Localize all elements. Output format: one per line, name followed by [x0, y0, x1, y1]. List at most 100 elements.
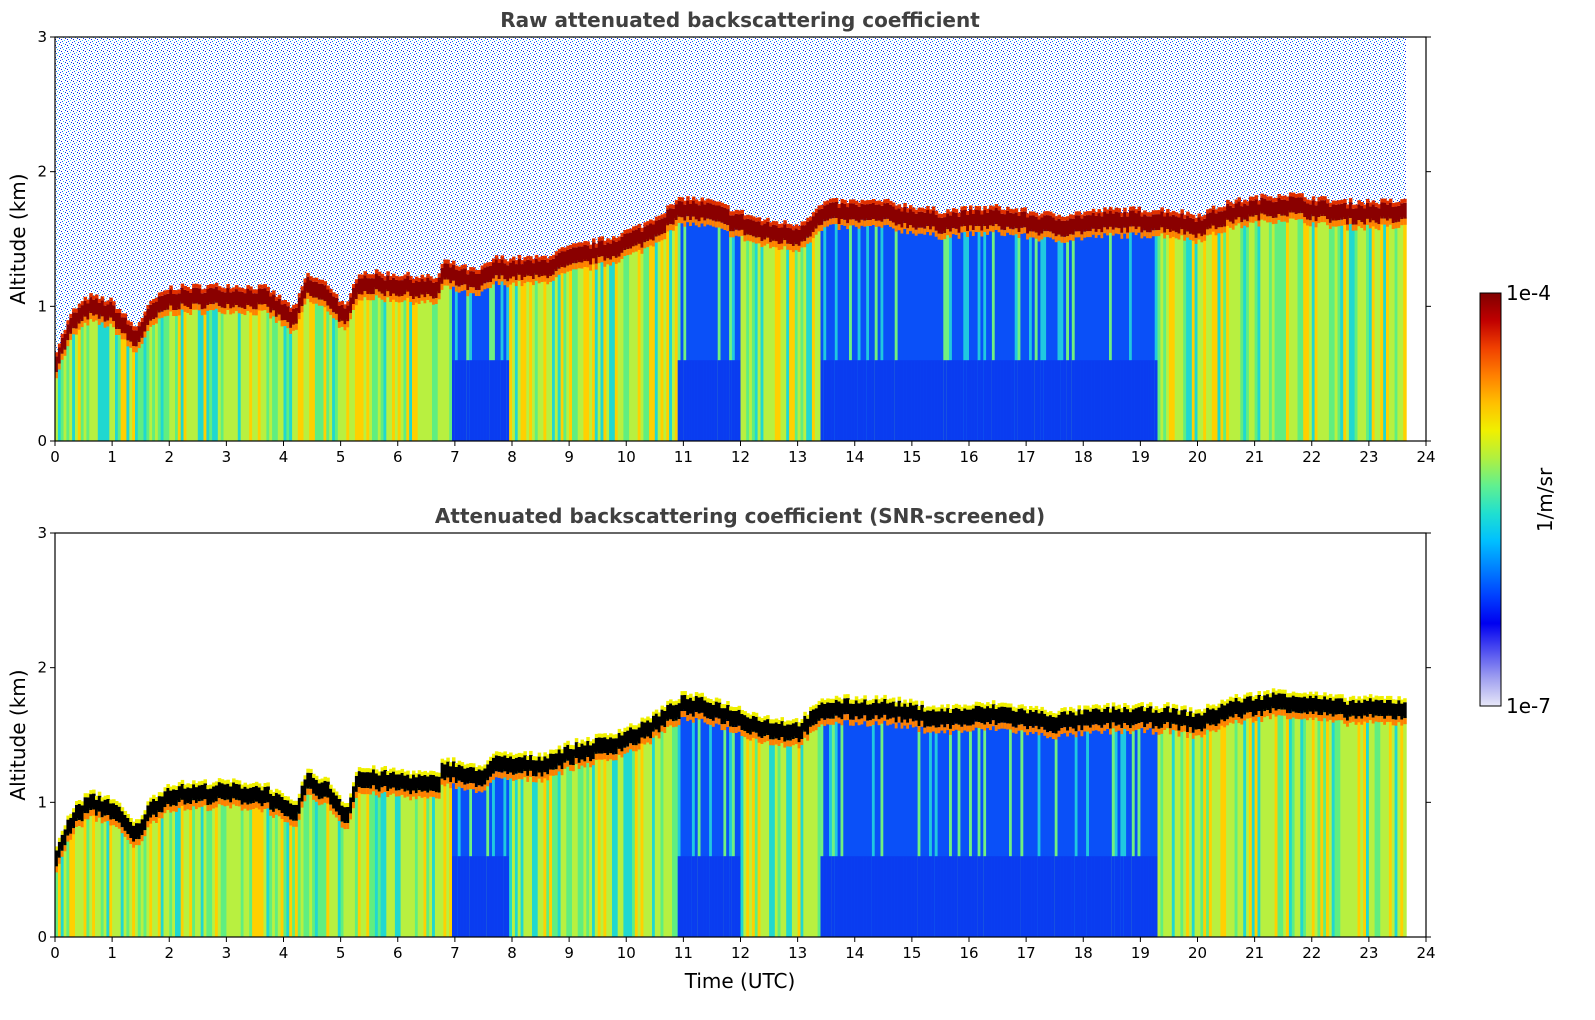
cloud-edge-cell	[560, 749, 565, 754]
cloud-layer-cell	[63, 333, 68, 350]
backscatter-column	[354, 789, 359, 937]
boundary-layer-cell	[503, 856, 507, 937]
cloud-edge-cell	[663, 727, 667, 733]
backscatter-column	[1248, 710, 1253, 937]
cloud-edge-cell	[103, 301, 108, 306]
cloud-edge-cell	[152, 794, 156, 799]
cloud-edge-cell	[69, 813, 73, 818]
boundary-layer-cell	[1037, 360, 1042, 441]
cloud-layer-cell	[1328, 697, 1333, 714]
backscatter-column	[177, 800, 182, 937]
cloud-edge-cell	[1129, 708, 1133, 713]
cloud-edge-cell	[55, 372, 59, 379]
cloud-edge-cell	[797, 722, 802, 727]
backscatter-column	[323, 794, 327, 937]
backscatter-column	[1097, 227, 1101, 441]
cloud-edge-cell	[157, 312, 162, 319]
cloud-edge-cell	[237, 307, 242, 314]
cloud-layer-cell	[360, 278, 365, 295]
cloud-edge-cell	[937, 727, 942, 734]
cloud-layer-cell	[363, 275, 367, 292]
backscatter-column	[1069, 724, 1073, 937]
cloud-edge-cell	[1311, 694, 1316, 698]
cloud-layer-cell	[1323, 200, 1327, 217]
cloud-edge-cell	[866, 700, 870, 705]
backscatter-column	[440, 281, 445, 441]
cloud-edge-cell	[837, 697, 842, 702]
cloud-layer-cell	[1197, 217, 1201, 234]
boundary-layer-cell	[1094, 360, 1099, 441]
cloud-edge-cell	[871, 199, 876, 203]
backscatter-column	[1383, 216, 1387, 441]
cloud-layer-cell	[1397, 700, 1401, 717]
cloud-edge-cell	[1231, 697, 1236, 702]
cloud-edge-cell	[1051, 213, 1056, 218]
cloud-layer-cell	[1357, 204, 1361, 221]
cloud-edge-cell	[1314, 221, 1319, 228]
cloud-layer-cell	[1306, 698, 1310, 715]
cloud-layer-cell	[997, 210, 1002, 227]
cloud-edge-cell	[329, 784, 333, 789]
cloud-edge-cell	[417, 770, 422, 775]
y-axis-label: Altitude (km)	[6, 669, 30, 800]
cloud-layer-cell	[152, 303, 156, 319]
cloud-layer-cell	[1271, 692, 1276, 709]
cloud-edge-cell	[137, 342, 142, 349]
cloud-edge-cell	[1188, 233, 1193, 240]
backscatter-column	[991, 224, 996, 441]
cloud-edge-cell	[512, 276, 516, 283]
cloud-edge-cell	[883, 714, 887, 721]
cloud-edge-cell	[797, 225, 802, 230]
backscatter-column	[132, 344, 136, 441]
cloud-edge-cell	[757, 237, 762, 244]
backscatter-column	[897, 714, 902, 937]
cloud-edge-cell	[1103, 227, 1107, 234]
cloud-edge-cell	[1080, 730, 1084, 737]
cloud-edge-cell	[697, 713, 702, 720]
cloud-edge-cell	[1317, 217, 1321, 224]
cloud-edge-cell	[286, 322, 290, 329]
cloud-edge-cell	[1297, 213, 1301, 220]
cloud-edge-cell	[694, 692, 699, 696]
backscatter-column	[646, 239, 650, 441]
cloud-edge-cell	[946, 724, 950, 731]
backscatter-column	[337, 813, 342, 937]
cloud-edge-cell	[603, 733, 607, 738]
cloud-edge-cell	[446, 259, 450, 264]
cloud-edge-cell	[292, 800, 296, 805]
cloud-layer-cell	[449, 267, 453, 284]
cloud-layer-cell	[1146, 707, 1150, 724]
cloud-edge-cell	[1029, 726, 1033, 732]
cloud-layer-cell	[86, 303, 90, 320]
cloud-edge-cell	[1328, 202, 1333, 207]
backscatter-column	[1360, 220, 1364, 441]
backscatter-column	[826, 716, 830, 937]
cloud-edge-cell	[1083, 231, 1087, 238]
cloud-layer-cell	[714, 701, 719, 718]
cloud-edge-cell	[814, 724, 819, 731]
cloud-edge-cell	[474, 270, 479, 274]
x-tick-label: 9	[564, 448, 574, 466]
boundary-layer-cell	[723, 856, 727, 937]
backscatter-column	[1077, 723, 1081, 937]
cloud-edge-cell	[257, 803, 262, 810]
cloud-layer-cell	[1380, 202, 1384, 219]
cloud-edge-cell	[60, 333, 65, 338]
cloud-edge-cell	[234, 779, 239, 784]
cloud-edge-cell	[660, 725, 664, 732]
cloud-layer-cell	[1114, 211, 1119, 228]
cloud-edge-cell	[383, 296, 387, 303]
cloud-edge-cell	[1049, 731, 1053, 738]
cloud-edge-cell	[1357, 220, 1361, 227]
cloud-edge-cell	[320, 279, 325, 284]
cloud-edge-cell	[140, 815, 145, 820]
cloud-edge-cell	[1237, 697, 1241, 702]
backscatter-column	[566, 758, 570, 937]
cloud-edge-cell	[614, 754, 619, 761]
boundary-layer-cell	[1129, 360, 1133, 441]
backscatter-column	[1300, 711, 1304, 937]
backscatter-column	[583, 759, 587, 937]
cloud-layer-cell	[517, 756, 522, 773]
backscatter-column	[749, 233, 753, 441]
cloud-layer-cell	[126, 818, 130, 834]
